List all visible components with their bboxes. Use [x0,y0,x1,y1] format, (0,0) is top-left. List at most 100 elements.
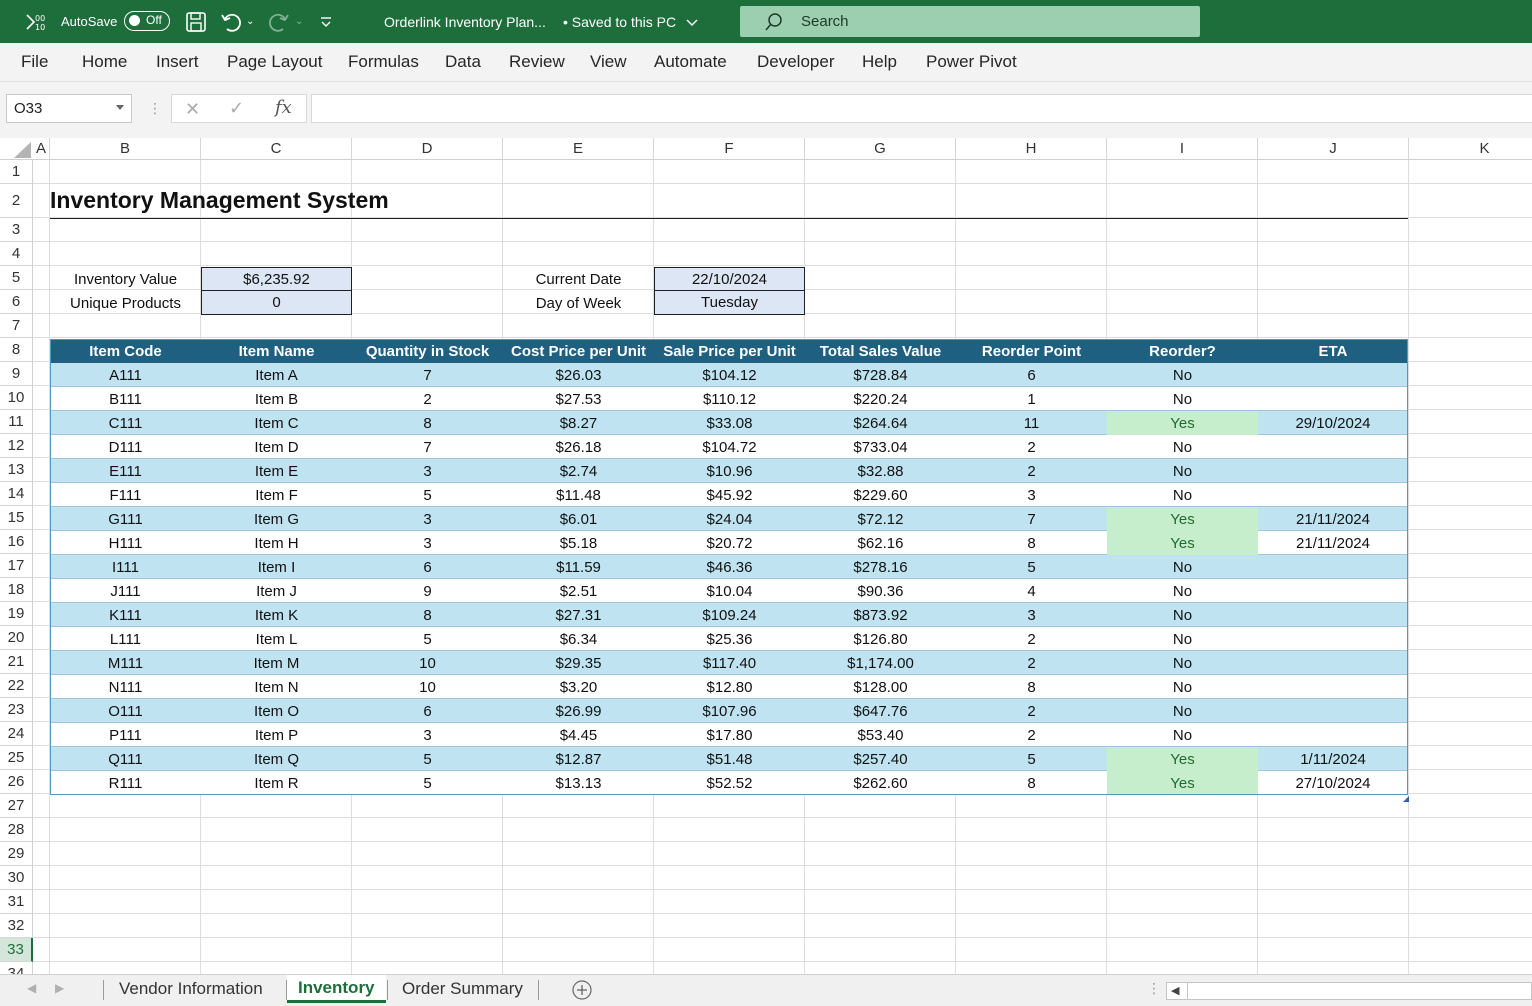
row-header-7[interactable]: 7 [0,314,33,338]
cell-cost-price[interactable]: $27.31 [555,606,602,624]
cell-item-name[interactable]: Item E [254,462,299,480]
tab-page-layout[interactable]: Page Layout [227,52,323,71]
cell-item-code[interactable]: J111 [110,582,141,600]
cell-eta[interactable] [1258,435,1408,459]
undo-dropdown-icon[interactable]: ⌄ [246,16,255,27]
cell-eta[interactable] [1258,483,1408,507]
cell-eta[interactable]: 1/11/2024 [1300,750,1366,768]
row-header-30[interactable]: 30 [0,866,33,890]
row-header-26[interactable]: 26 [0,770,33,794]
cell-sale-price[interactable]: $104.72 [702,438,757,456]
cell-total-sales-value[interactable]: $53.40 [857,726,904,744]
cell-sale-price[interactable]: $12.80 [706,678,753,696]
cell-sale-price[interactable]: $104.12 [702,366,757,384]
cell-quantity-in-stock[interactable]: 2 [423,390,432,408]
header-eta[interactable]: ETA [1318,342,1348,360]
row-header-6[interactable]: 6 [0,290,33,314]
cell-quantity-in-stock[interactable]: 5 [423,750,432,768]
header-quantity-in-stock[interactable]: Quantity in Stock [365,342,490,360]
cell-reorder-point[interactable]: 2 [1027,438,1036,456]
column-header-b[interactable]: B [50,138,201,160]
tab-power-pivot[interactable]: Power Pivot [926,52,1017,71]
row-header-25[interactable]: 25 [0,746,33,770]
cell-item-name[interactable]: Item O [253,702,299,720]
cell-sale-price[interactable]: $107.96 [702,702,757,720]
select-all-icon[interactable] [14,142,31,163]
cell-sale-price[interactable]: $33.08 [706,414,753,432]
cell-eta[interactable] [1258,675,1408,699]
cell-item-name[interactable]: Item Q [253,750,299,768]
cell-cost-price[interactable]: $13.13 [555,774,602,792]
undo-icon[interactable] [219,0,243,43]
sheet-tab-vendor-information[interactable]: Vendor Information [119,979,263,998]
row-header-19[interactable]: 19 [0,602,33,626]
current-date-label[interactable]: Current Date [535,270,622,288]
cell-cost-price[interactable]: $26.99 [555,702,602,720]
cell-item-code[interactable]: O111 [108,702,143,720]
cell-total-sales-value[interactable]: $72.12 [857,510,904,528]
cell-total-sales-value[interactable]: $873.92 [853,606,908,624]
current-date-value[interactable]: 22/10/2024 [654,267,805,291]
cell-cost-price[interactable]: $29.35 [555,654,602,672]
insert-function-icon[interactable]: fx [275,97,292,118]
cell-reorder-flag[interactable]: No [1172,462,1193,480]
cell-item-name[interactable]: Item L [255,630,298,648]
cell-total-sales-value[interactable]: $257.40 [853,750,908,768]
row-header-28[interactable]: 28 [0,818,33,842]
tab-data[interactable]: Data [445,52,481,71]
column-header-a[interactable]: A [33,138,50,160]
cell-reorder-point[interactable]: 4 [1027,582,1036,600]
cell-total-sales-value[interactable]: $90.36 [857,582,904,600]
cell-sale-price[interactable]: $24.04 [706,510,753,528]
cell-quantity-in-stock[interactable]: 3 [423,726,432,744]
row-header-3[interactable]: 3 [0,218,33,242]
cell-item-name[interactable]: Item P [254,726,299,744]
row-header-17[interactable]: 17 [0,554,33,578]
row-header-16[interactable]: 16 [0,530,33,554]
row-header-9[interactable]: 9 [0,362,33,386]
cell-quantity-in-stock[interactable]: 10 [419,654,436,672]
cell-eta[interactable] [1258,699,1408,723]
tab-insert[interactable]: Insert [156,52,199,71]
cell-total-sales-value[interactable]: $32.88 [857,462,904,480]
cell-item-name[interactable]: Item J [256,582,297,600]
save-status[interactable]: • Saved to this PC [563,13,677,30]
cell-total-sales-value[interactable]: $126.80 [853,630,908,648]
cell-reorder-point[interactable]: 6 [1027,366,1036,384]
cell-item-code[interactable]: K111 [109,606,142,624]
redo-dropdown-icon[interactable]: ⌄ [295,16,304,27]
autosave-icon[interactable]: 00 10 [24,0,46,43]
chevron-down-icon[interactable] [116,105,124,110]
cell-eta[interactable] [1258,459,1408,483]
row-header-27[interactable]: 27 [0,794,33,818]
tab-formulas[interactable]: Formulas [348,52,419,71]
scroll-left-arrow-icon[interactable]: ◀ [1171,985,1180,997]
tab-automate[interactable]: Automate [654,52,727,71]
row-header-32[interactable]: 32 [0,914,33,938]
cell-eta[interactable] [1258,627,1408,651]
cell-item-code[interactable]: P111 [109,726,142,744]
cell-quantity-in-stock[interactable]: 7 [423,366,432,384]
cell-quantity-in-stock[interactable]: 5 [423,630,432,648]
cell-eta[interactable] [1258,363,1408,387]
cell-quantity-in-stock[interactable]: 6 [423,702,432,720]
row-header-8[interactable]: 8 [0,338,33,362]
cell-quantity-in-stock[interactable]: 9 [423,582,432,600]
cell-item-name[interactable]: Item I [257,558,296,576]
cell-total-sales-value[interactable]: $220.24 [853,390,908,408]
cell-total-sales-value[interactable]: $733.04 [853,438,908,456]
row-header-13[interactable]: 13 [0,458,33,482]
cell-reorder-point[interactable]: 2 [1027,630,1036,648]
row-header-14[interactable]: 14 [0,482,33,506]
day-of-week-label[interactable]: Day of Week [535,294,622,312]
cell-item-name[interactable]: Item H [254,534,299,552]
column-header-f[interactable]: F [654,138,805,160]
cell-item-code[interactable]: C111 [108,414,143,432]
cell-reorder-flag[interactable]: No [1172,366,1193,384]
cell-item-code[interactable]: R111 [108,774,143,792]
cell-sale-price[interactable]: $110.12 [702,390,757,408]
cell-item-code[interactable]: Q111 [108,750,143,768]
row-header-20[interactable]: 20 [0,626,33,650]
cell-eta[interactable] [1258,579,1408,603]
cell-cost-price[interactable]: $26.18 [555,438,602,456]
